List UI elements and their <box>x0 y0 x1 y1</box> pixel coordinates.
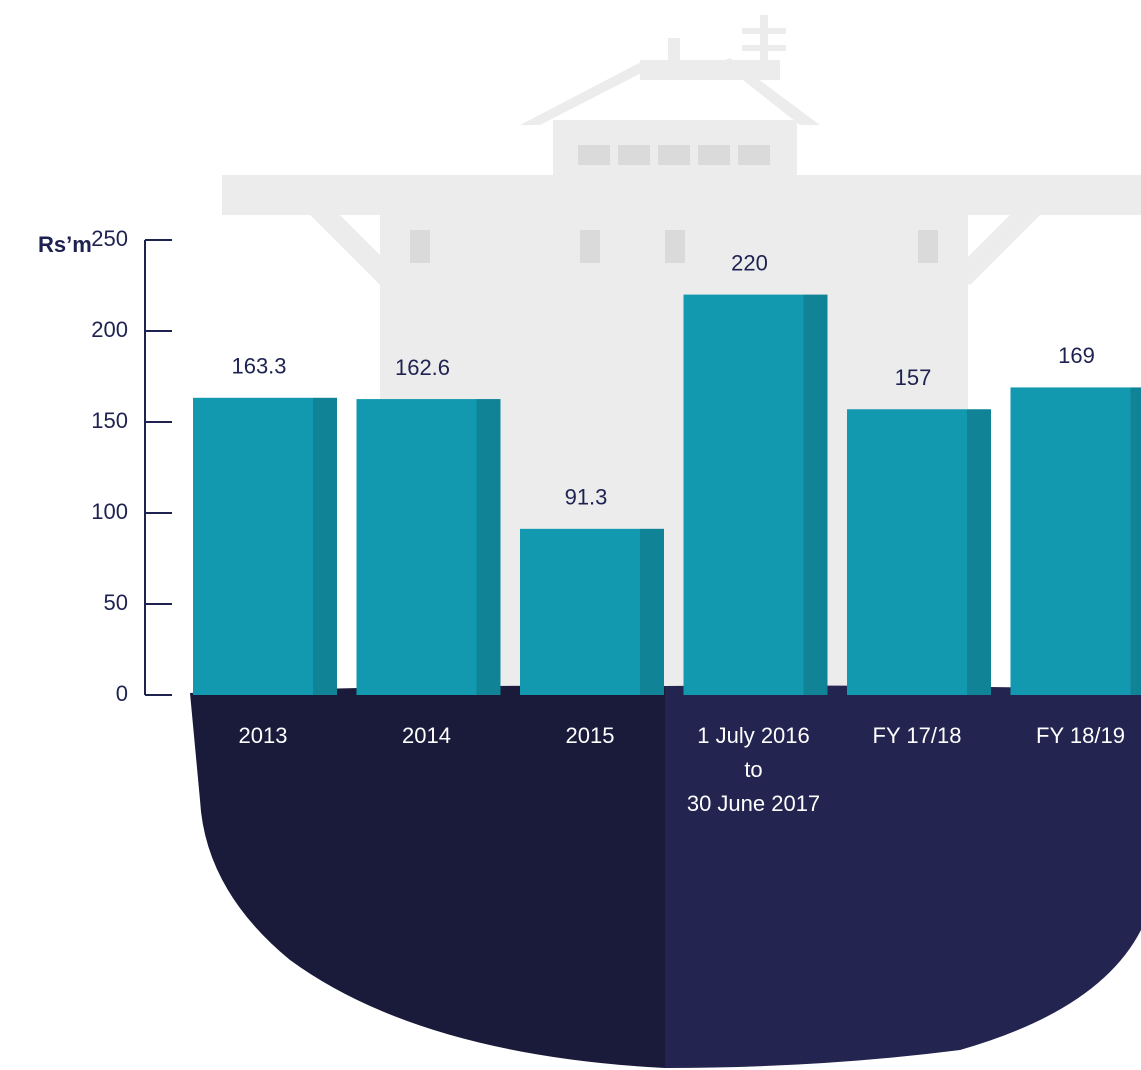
x-tick-label: 30 June 2017 <box>687 791 820 816</box>
bar-side <box>803 294 828 695</box>
x-tick-label: FY 17/18 <box>873 723 962 748</box>
bar-side <box>640 528 664 695</box>
bar-side <box>313 397 337 695</box>
value-label: 163.3 <box>231 354 286 379</box>
bar <box>683 294 828 695</box>
value-label: 220 <box>731 250 768 275</box>
x-tick-label: 2013 <box>239 723 288 748</box>
bar <box>520 528 664 695</box>
y-tick-label: 250 <box>91 226 128 251</box>
value-label: 162.6 <box>395 355 450 380</box>
bar <box>1010 387 1141 695</box>
bar <box>847 409 991 695</box>
bar-side <box>1130 387 1141 695</box>
bar <box>193 397 337 695</box>
y-tick-label: 200 <box>91 317 128 342</box>
bar <box>356 399 501 695</box>
y-tick-label: 150 <box>91 408 128 433</box>
hull <box>190 685 1141 1068</box>
x-tick-label: 2015 <box>566 723 615 748</box>
x-tick-label: 2014 <box>402 723 451 748</box>
y-tick-label: 100 <box>91 499 128 524</box>
x-tick-label: FY 18/19 <box>1036 723 1125 748</box>
x-tick-label: 1 July 2016 <box>697 723 810 748</box>
y-tick-label: 0 <box>116 681 128 706</box>
bar-side <box>476 399 501 695</box>
value-label: 157 <box>895 365 932 390</box>
x-tick-label: to <box>744 757 762 782</box>
value-label: 91.3 <box>565 485 608 510</box>
y-axis-label: Rs’m <box>38 232 92 257</box>
value-label: 169 <box>1058 343 1095 368</box>
y-tick-label: 50 <box>104 590 128 615</box>
bar-side <box>967 409 991 695</box>
